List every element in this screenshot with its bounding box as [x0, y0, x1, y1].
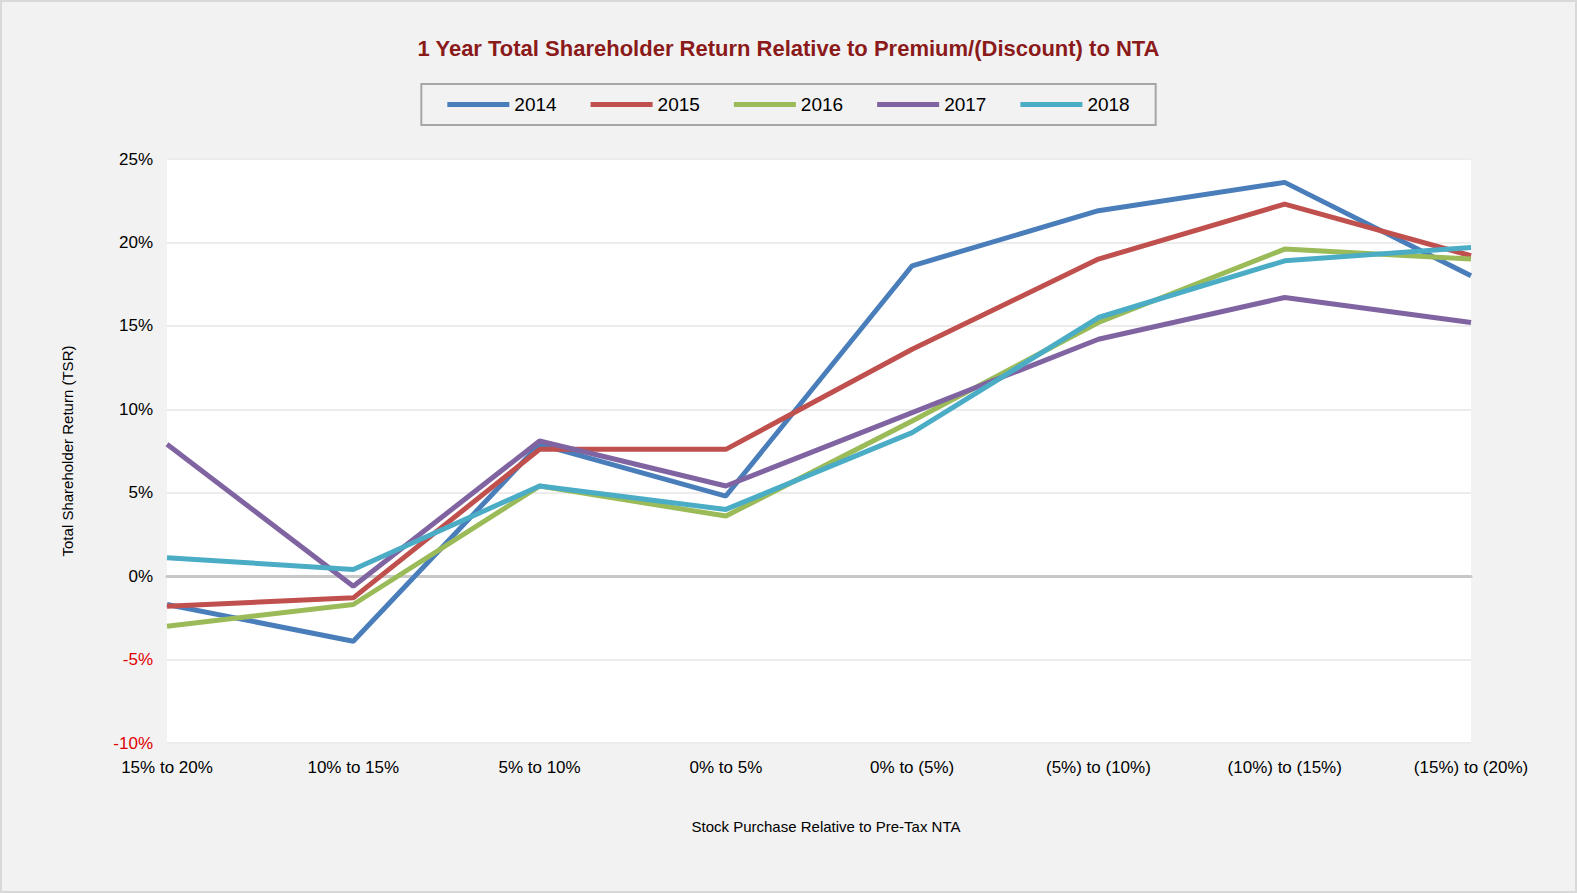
svg-text:2014: 2014: [514, 94, 557, 115]
svg-text:2018: 2018: [1087, 94, 1129, 115]
svg-text:2016: 2016: [801, 94, 843, 115]
svg-text:(5%) to (10%): (5%) to (10%): [1046, 758, 1151, 777]
svg-text:(15%) to (20%): (15%) to (20%): [1414, 758, 1528, 777]
svg-text:-5%: -5%: [123, 650, 153, 669]
svg-text:0% to (5%): 0% to (5%): [870, 758, 954, 777]
svg-text:2015: 2015: [658, 94, 700, 115]
svg-text:2017: 2017: [944, 94, 986, 115]
svg-text:0% to 5%: 0% to 5%: [689, 758, 762, 777]
svg-text:-10%: -10%: [113, 734, 153, 753]
svg-text:15%: 15%: [119, 316, 153, 335]
svg-text:Total Shareholder Return (TSR): Total Shareholder Return (TSR): [59, 346, 76, 557]
svg-text:0%: 0%: [128, 567, 153, 586]
svg-text:5%: 5%: [128, 483, 153, 502]
svg-text:5% to 10%: 5% to 10%: [498, 758, 580, 777]
svg-text:1 Year Total Shareholder Retur: 1 Year Total Shareholder Return Relative…: [417, 36, 1159, 61]
svg-text:25%: 25%: [119, 150, 153, 169]
svg-text:20%: 20%: [119, 233, 153, 252]
svg-text:Stock Purchase Relative to Pre: Stock Purchase Relative to Pre-Tax NTA: [692, 818, 961, 835]
svg-text:10%: 10%: [119, 400, 153, 419]
svg-text:(10%) to (15%): (10%) to (15%): [1228, 758, 1342, 777]
svg-text:15% to 20%: 15% to 20%: [121, 758, 213, 777]
svg-text:10% to 15%: 10% to 15%: [307, 758, 399, 777]
